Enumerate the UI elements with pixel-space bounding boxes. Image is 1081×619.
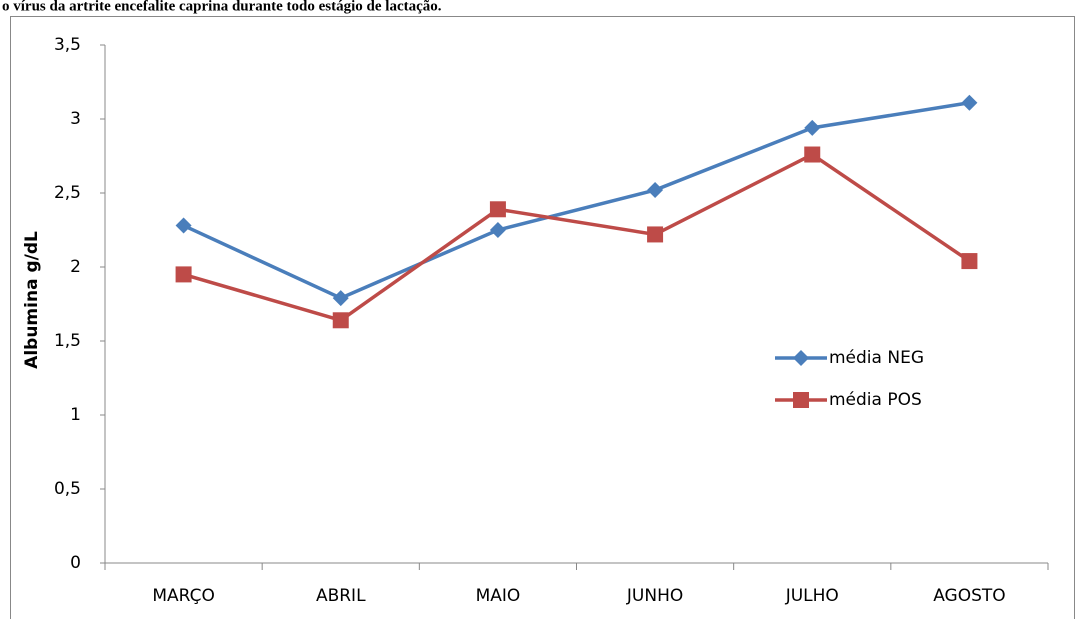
y-tick-label: 2,5 xyxy=(54,183,81,203)
legend-marker xyxy=(793,392,809,408)
series-line xyxy=(182,100,970,300)
x-tick-label: JUNHO xyxy=(626,586,683,606)
legend-label: média NEG xyxy=(829,348,924,368)
data-point xyxy=(961,94,978,111)
y-tick-label: 1,5 xyxy=(54,331,81,351)
data-point xyxy=(489,201,506,218)
legend-marker xyxy=(793,350,809,366)
y-tick-label: 0 xyxy=(70,553,81,573)
data-point xyxy=(332,290,349,307)
x-tick-label: MAIO xyxy=(476,586,521,606)
y-tick-label: 0,5 xyxy=(54,479,81,499)
x-tick-label: MARÇO xyxy=(152,586,215,606)
data-point xyxy=(175,217,192,234)
y-tick-label: 2 xyxy=(70,257,81,277)
series-line xyxy=(183,152,971,323)
data-point xyxy=(489,222,506,238)
data-point xyxy=(804,146,821,163)
x-tick-label: ABRIL xyxy=(316,586,366,606)
y-tick-label: 3,5 xyxy=(54,35,81,55)
chart-title: o vírus da artrite encefalite caprina du… xyxy=(2,0,442,14)
data-point xyxy=(647,226,664,243)
data-point xyxy=(175,266,192,283)
data-point xyxy=(804,119,821,136)
data-point xyxy=(332,312,349,329)
x-tick-label: AGOSTO xyxy=(933,586,1005,606)
data-point xyxy=(647,182,664,199)
chart-frame xyxy=(10,16,1075,619)
y-axis-label: Albumina g/dL xyxy=(22,231,42,369)
y-tick-label: 1 xyxy=(70,405,81,425)
legend-label: média POS xyxy=(829,390,922,410)
data-point xyxy=(961,253,978,270)
x-tick-label: JULHO xyxy=(785,586,839,606)
y-tick-label: 3 xyxy=(70,109,81,129)
